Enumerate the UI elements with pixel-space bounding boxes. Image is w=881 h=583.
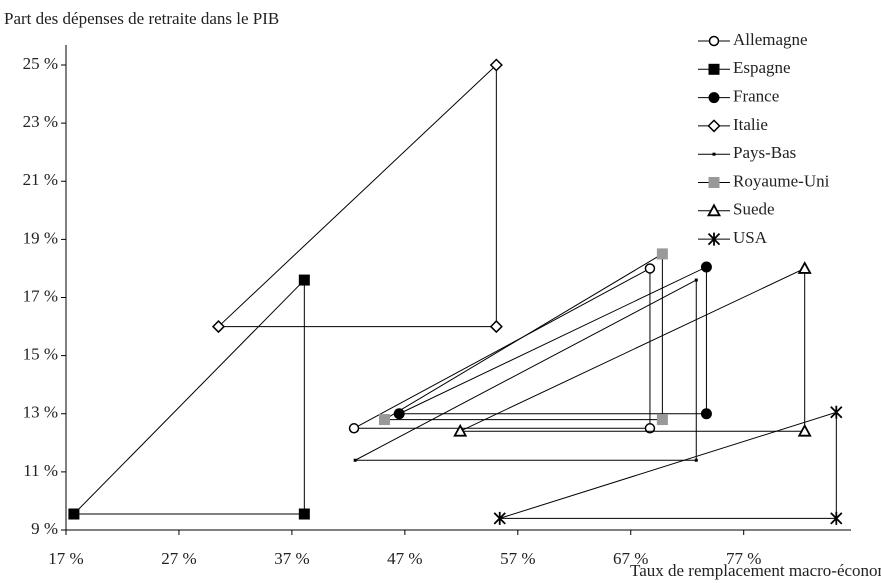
y-tick-label: 9 % <box>31 519 58 538</box>
legend-label: Allemagne <box>733 30 808 49</box>
legend-marker <box>708 92 720 104</box>
point <box>830 511 843 525</box>
point <box>700 261 712 273</box>
point <box>830 405 843 419</box>
point <box>700 408 712 420</box>
point <box>379 414 391 426</box>
point <box>453 423 468 437</box>
legend-marker <box>707 232 721 246</box>
series-line <box>73 278 305 515</box>
y-tick-label: 11 % <box>23 461 58 480</box>
y-tick-label: 13 % <box>23 403 58 422</box>
y-tick-label: 19 % <box>23 228 58 247</box>
point <box>656 248 668 260</box>
point <box>644 423 656 434</box>
series-line <box>459 267 806 432</box>
x-tick-label: 57 % <box>500 549 535 568</box>
series-line <box>499 411 837 519</box>
x-tick-label: 17 % <box>48 549 83 568</box>
point <box>489 320 503 334</box>
point <box>348 423 360 434</box>
point <box>298 274 310 286</box>
x-tick-label: 47 % <box>387 549 422 568</box>
x-tick-label: 77 % <box>726 549 761 568</box>
point <box>68 508 80 520</box>
point <box>644 263 656 274</box>
y-tick-label: 21 % <box>23 170 58 189</box>
point <box>797 423 812 437</box>
x-axis-label: Taux de remplacement macro-économique ne… <box>630 561 881 580</box>
point <box>393 408 405 420</box>
legend-label: Royaume-Uni <box>733 171 830 190</box>
legend-label: Espagne <box>733 58 791 77</box>
x-tick-label: 37 % <box>274 549 309 568</box>
legend-label: Pays-Bas <box>733 143 796 162</box>
point <box>797 261 812 274</box>
y-tick-label: 17 % <box>23 286 58 305</box>
legend-label: USA <box>733 228 768 247</box>
y-tick-label: 15 % <box>23 345 58 364</box>
legend-marker <box>708 35 720 47</box>
x-tick-label: 67 % <box>613 549 648 568</box>
point <box>211 320 226 334</box>
series-line <box>353 267 651 429</box>
series-line <box>354 279 697 461</box>
legend-marker <box>712 152 716 156</box>
y-tick-label: 23 % <box>23 112 58 131</box>
point <box>298 508 310 520</box>
point <box>353 458 357 462</box>
point <box>694 458 698 462</box>
x-tick-label: 27 % <box>161 549 196 568</box>
point <box>694 278 698 282</box>
legend-marker <box>708 177 720 188</box>
series-line <box>384 253 663 421</box>
legend-label: Italie <box>733 115 768 134</box>
legend-marker <box>707 119 721 133</box>
legend-marker <box>706 203 722 217</box>
point <box>656 414 668 426</box>
series-line <box>398 266 707 415</box>
legend-marker <box>708 63 720 75</box>
point <box>489 58 503 72</box>
y-axis-label: Part des dépenses de retraite dans le PI… <box>4 9 279 28</box>
legend-label: Suede <box>733 200 775 219</box>
series-line <box>218 63 497 328</box>
legend-label: France <box>733 87 779 106</box>
y-tick-label: 25 % <box>23 54 58 73</box>
point <box>493 511 506 525</box>
